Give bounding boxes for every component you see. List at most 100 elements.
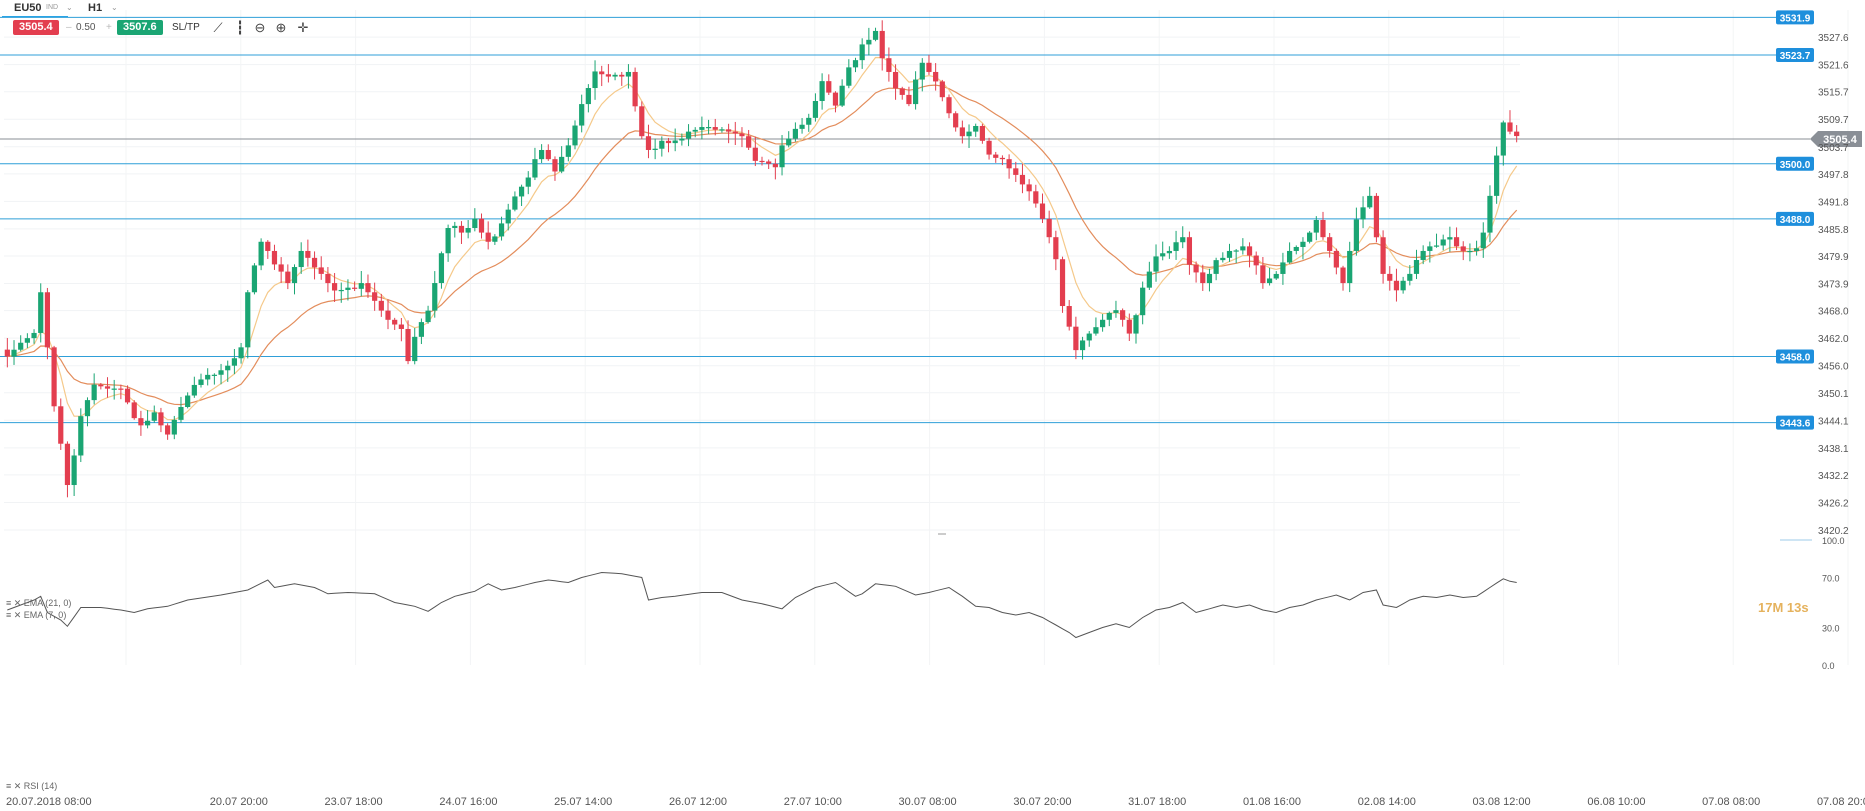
candle-up bbox=[1213, 260, 1219, 274]
candle-up bbox=[1433, 245, 1440, 247]
zoom-out-icon[interactable]: ⊖ bbox=[254, 20, 266, 35]
zoom-in-icon[interactable]: ⊕ bbox=[275, 20, 287, 35]
buy-price-button[interactable]: 3507.6 bbox=[117, 20, 163, 35]
rsi-line bbox=[7, 571, 1517, 639]
candles bbox=[4, 20, 1520, 498]
candle-down bbox=[1026, 184, 1032, 192]
horizontal-levels[interactable]: 3531.9 3523.7 3500.0 3488.0 3458.0 3443.6 3505… bbox=[0, 10, 1862, 430]
time-tick-label: 06.08 10:00 bbox=[1587, 796, 1645, 808]
candle-up bbox=[532, 159, 538, 178]
candle-up bbox=[31, 332, 37, 339]
candle-down bbox=[632, 71, 638, 107]
candle-down bbox=[1073, 326, 1079, 351]
candle-up bbox=[1146, 271, 1152, 288]
candle-down bbox=[392, 319, 398, 325]
candle-down bbox=[946, 97, 952, 114]
candle-down bbox=[752, 147, 758, 161]
candles-icon[interactable]: ┇ bbox=[236, 20, 244, 35]
candle-down bbox=[1453, 237, 1460, 247]
price-tick-label: 3497.8 bbox=[1818, 170, 1849, 181]
candle-down bbox=[1186, 237, 1193, 265]
candle-up bbox=[412, 336, 418, 362]
candle-up bbox=[806, 117, 812, 125]
candle-down bbox=[118, 388, 124, 390]
candle-up bbox=[205, 374, 211, 380]
price-axis[interactable]: 3527.6 3521.6 3515.7 3509.7 3503.7 3497.8 3491… bbox=[1818, 33, 1849, 671]
candle-up bbox=[1293, 246, 1299, 251]
candle-down bbox=[993, 154, 999, 158]
candle-up bbox=[559, 156, 565, 172]
candle-up bbox=[1160, 253, 1166, 257]
candle-down bbox=[378, 300, 384, 311]
candle-up bbox=[1140, 287, 1146, 316]
candle-up bbox=[585, 88, 591, 105]
symbol-chevron-down-icon[interactable]: ⌄ bbox=[66, 3, 73, 12]
ema-slow-label[interactable]: ≡ ✕ EMA (21, 0) bbox=[6, 598, 72, 608]
level-label-text: 3443.6 bbox=[1780, 419, 1811, 430]
price-tick-label: 3521.6 bbox=[1818, 61, 1849, 72]
current-price-tag bbox=[1810, 130, 1862, 147]
candle-down bbox=[485, 232, 491, 242]
candle-up bbox=[452, 225, 458, 229]
symbol-name[interactable]: EU50 bbox=[14, 2, 42, 14]
candle-up bbox=[1400, 280, 1406, 291]
candle-down bbox=[1033, 191, 1039, 204]
time-tick-label: 31.07 18:00 bbox=[1128, 796, 1186, 808]
sell-price-button[interactable]: 3505.4 bbox=[13, 20, 59, 35]
candle-down bbox=[1019, 174, 1026, 185]
candle-down bbox=[605, 74, 611, 77]
candle-down bbox=[478, 218, 485, 233]
candle-up bbox=[1407, 273, 1413, 281]
candle-down bbox=[826, 81, 832, 93]
candle-up bbox=[685, 131, 692, 139]
candle-up bbox=[91, 384, 97, 401]
candle-down bbox=[64, 443, 71, 486]
price-tick-label: 3485.8 bbox=[1818, 225, 1849, 236]
candle-up bbox=[258, 241, 264, 266]
crosshair-icon[interactable]: ✛ bbox=[297, 20, 309, 35]
candle-down bbox=[318, 267, 324, 274]
candle-up bbox=[1307, 232, 1313, 242]
candle-up bbox=[812, 100, 819, 118]
candle-up bbox=[225, 365, 231, 371]
candle-up bbox=[872, 30, 879, 40]
candle-up bbox=[171, 419, 177, 435]
time-axis[interactable]: 20.07.2018 08:00 20.07 20:00 23.07 18:00 24… bbox=[6, 796, 1865, 808]
candle-up bbox=[251, 265, 258, 293]
candle-down bbox=[158, 412, 164, 426]
level-label-box bbox=[1776, 349, 1814, 364]
candle-down bbox=[986, 140, 992, 155]
candle-down bbox=[832, 92, 839, 106]
spread-plus-icon[interactable]: + bbox=[106, 22, 112, 33]
candle-up bbox=[1153, 256, 1159, 272]
candle-down bbox=[458, 225, 465, 233]
candle-up bbox=[1440, 239, 1446, 246]
rsi-label[interactable]: ≡ ✕ RSI (14) bbox=[6, 781, 58, 791]
candle-up bbox=[291, 267, 298, 284]
candle-up bbox=[1113, 310, 1119, 313]
price-tick-label: 3420.2 bbox=[1818, 526, 1849, 537]
price-tick-label: 3515.7 bbox=[1818, 88, 1849, 99]
candle-up bbox=[1420, 250, 1426, 260]
candle-up bbox=[425, 310, 431, 323]
time-tick-label: 01.08 16:00 bbox=[1243, 796, 1301, 808]
candle-down bbox=[545, 149, 551, 160]
candle-up bbox=[438, 253, 445, 284]
level-label-box bbox=[1776, 156, 1814, 171]
sl-tp-button[interactable]: SL/TP bbox=[172, 22, 200, 33]
candle-up bbox=[191, 384, 197, 396]
line-chart-icon[interactable]: ⟋ bbox=[213, 20, 223, 35]
candle-up bbox=[859, 44, 865, 61]
price-tick-label: 3426.2 bbox=[1818, 498, 1849, 509]
spread-minus-icon[interactable]: – bbox=[66, 22, 72, 33]
candle-up bbox=[1099, 319, 1106, 328]
timeframe-selector[interactable]: H1 bbox=[88, 2, 103, 14]
timeframe-chevron-down-icon[interactable]: ⌄ bbox=[111, 3, 118, 12]
candle-up bbox=[919, 62, 925, 80]
candle-up bbox=[672, 140, 678, 144]
time-tick-label: 20.07.2018 08:00 bbox=[6, 796, 92, 808]
candle-up bbox=[111, 388, 117, 390]
ema-fast-label[interactable]: ≡ ✕ EMA (7, 0) bbox=[6, 610, 67, 620]
candle-up bbox=[1180, 237, 1186, 243]
